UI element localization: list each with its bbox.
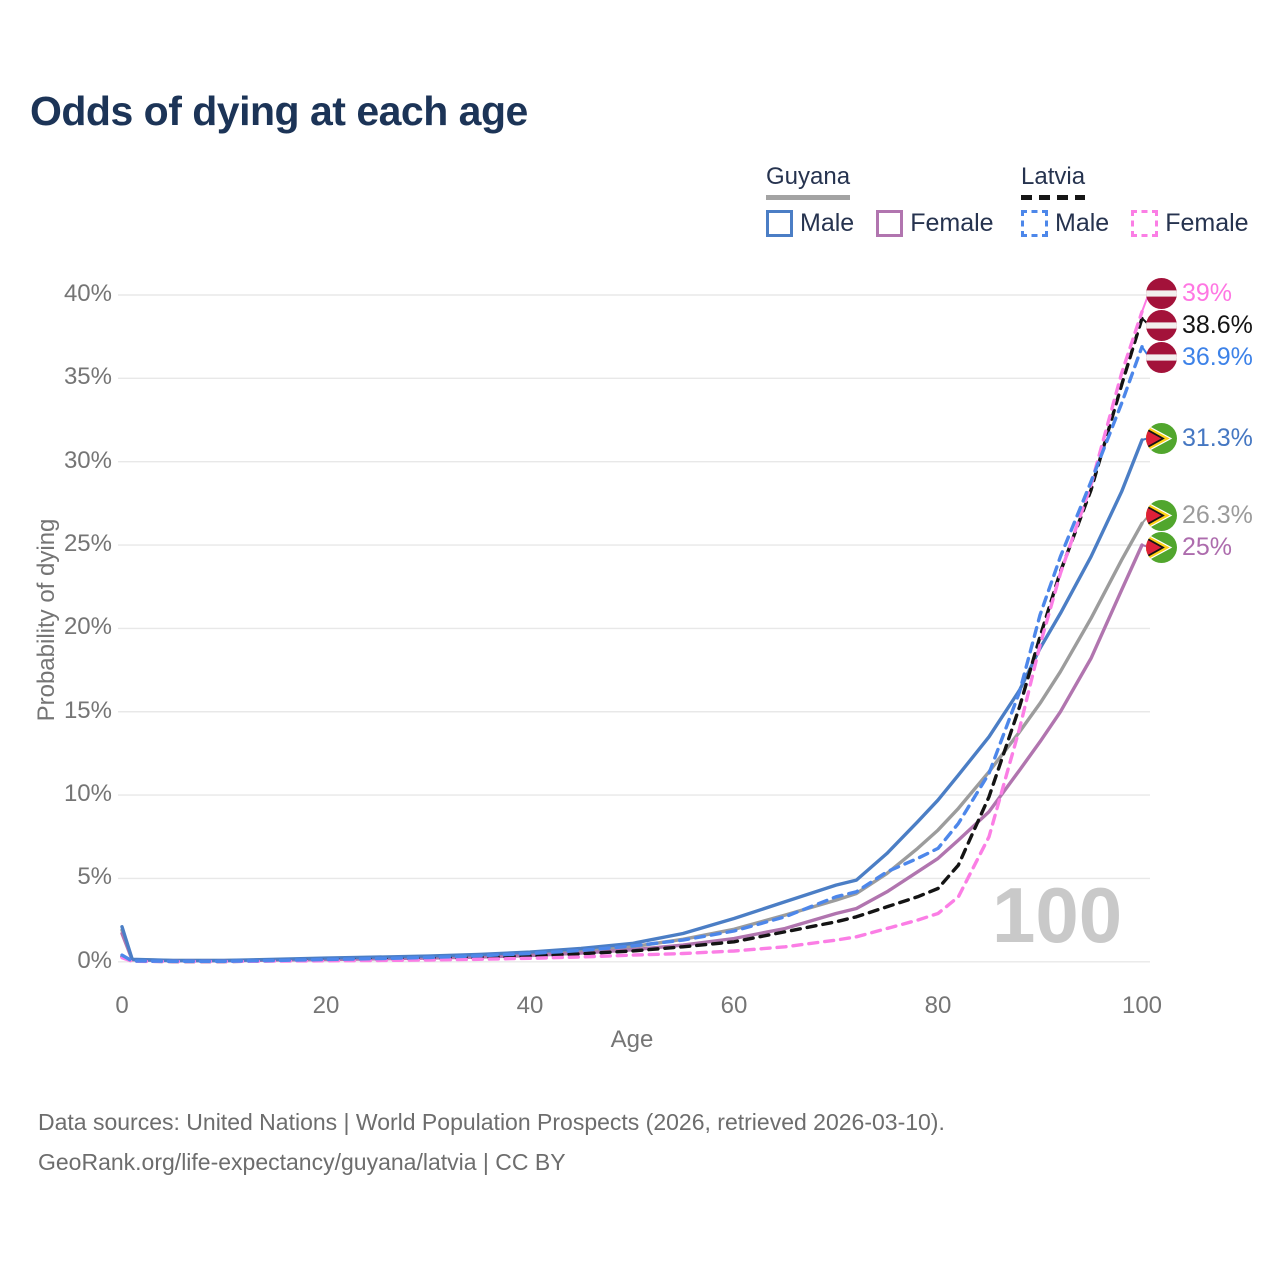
- guyana-flag-icon: [1146, 500, 1177, 531]
- series-line-latvia-female: [120, 310, 1144, 964]
- legend-item-label: Male: [800, 209, 855, 237]
- x-tick-label: 40: [516, 992, 544, 1019]
- y-tick-label: 25%: [63, 530, 112, 558]
- guyana-flag-icon: [1146, 423, 1177, 454]
- series-line-guyana-female: [120, 543, 1144, 963]
- y-tick-label: 40%: [63, 280, 112, 307]
- x-tick-label: 20: [312, 992, 340, 1019]
- legend-item-latvia-female: Female: [1131, 209, 1249, 238]
- latvia-line-style-swatch: [1021, 195, 1086, 200]
- legend-group-latvia: Latvia Male Female: [1021, 163, 1249, 238]
- end-label-latvia-male: 36.9%: [1146, 341, 1253, 373]
- legend-country-label: Guyana: [766, 163, 851, 190]
- data-source-footer: Data sources: United Nations | World Pop…: [38, 1102, 945, 1182]
- y-tick-label: 30%: [63, 446, 112, 474]
- latvia-flag-icon: [1146, 278, 1177, 309]
- legend-item-guyana-female: Female: [876, 209, 994, 238]
- end-label-value: 36.9%: [1182, 342, 1253, 371]
- y-tick-label: 15%: [63, 696, 112, 724]
- x-axis-title: Age: [610, 1026, 654, 1053]
- guyana-line-style-swatch: [766, 195, 851, 200]
- guyana-flag-icon: [1146, 532, 1177, 563]
- end-label-value: 31.3%: [1182, 423, 1253, 452]
- y-tick-label: 5%: [77, 863, 112, 891]
- x-tick-label: 100: [1121, 992, 1163, 1019]
- end-label-guyana-male: 31.3%: [1146, 422, 1253, 454]
- end-label-value: 26.3%: [1182, 500, 1253, 529]
- y-tick-label: 0%: [77, 946, 112, 974]
- end-label-value: 39%: [1182, 278, 1233, 307]
- series-line-latvia-both-sexes: [120, 316, 1144, 964]
- x-tick-label: 60: [720, 992, 748, 1019]
- series-line-latvia-male: [120, 345, 1144, 963]
- legend-item-guyana-male: Male: [766, 209, 854, 238]
- x-tick-label: 0: [115, 992, 129, 1019]
- end-label-latvia-both: 38.6%: [1146, 309, 1253, 341]
- age-counter-watermark: 100: [992, 871, 1123, 959]
- latvia-female-swatch-icon: [1131, 210, 1159, 237]
- series-line-guyana-both-sexes: [120, 521, 1144, 963]
- latvia-flag-icon: [1146, 342, 1177, 373]
- legend-item-label: Female: [910, 209, 994, 237]
- legend-item-latvia-male: Male: [1021, 209, 1109, 238]
- legend-country-guyana: Guyana: [766, 163, 851, 200]
- legend-country-label: Latvia: [1021, 163, 1086, 190]
- guyana-female-swatch-icon: [876, 210, 904, 237]
- y-tick-label: 20%: [63, 613, 112, 641]
- end-label-value: 25%: [1182, 532, 1233, 561]
- guyana-male-swatch-icon: [766, 210, 793, 237]
- end-label-value: 38.6%: [1182, 310, 1253, 339]
- end-label-latvia-female: 39%: [1146, 277, 1232, 309]
- latvia-male-swatch-icon: [1021, 210, 1048, 237]
- end-label-guyana-both: 26.3%: [1146, 499, 1253, 531]
- x-tick-label: 80: [924, 992, 952, 1019]
- y-tick-label: 10%: [63, 780, 112, 808]
- page-title: Odds of dying at each age: [30, 88, 528, 134]
- legend-item-label: Female: [1165, 209, 1249, 237]
- series-line-guyana-male: [120, 438, 1144, 963]
- legend-item-label: Male: [1055, 209, 1110, 237]
- latvia-flag-icon: [1146, 310, 1177, 341]
- legend-country-latvia: Latvia: [1021, 163, 1086, 200]
- end-label-guyana-female: 25%: [1146, 531, 1232, 563]
- legend-group-guyana: Guyana Male Female: [766, 163, 994, 238]
- footer-line-1: Data sources: United Nations | World Pop…: [38, 1109, 945, 1135]
- footer-line-2: GeoRank.org/life-expectancy/guyana/latvi…: [38, 1149, 566, 1175]
- y-tick-label: 35%: [63, 363, 112, 391]
